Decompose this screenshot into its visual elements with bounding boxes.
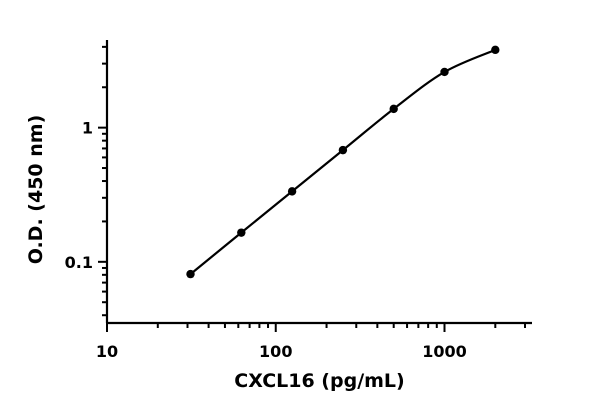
- data-point: [440, 67, 449, 77]
- x-tick-label: 10: [96, 342, 118, 361]
- data-points: [186, 45, 500, 279]
- y-axis-title: O.D. (450 nm): [25, 115, 47, 265]
- data-point: [186, 269, 195, 279]
- data-point: [287, 187, 297, 196]
- x-axis-ticks: 10 100 1000: [96, 323, 527, 361]
- data-point: [389, 104, 398, 114]
- data-point: [237, 228, 246, 237]
- data-point: [338, 145, 348, 155]
- plot-area: [186, 45, 500, 279]
- x-axis-title: CXCL16 (pg/mL): [234, 370, 404, 392]
- fit-curve: [189, 48, 496, 275]
- axes: [105, 40, 532, 325]
- x-tick-label: 100: [259, 342, 292, 361]
- y-tick-label: 1: [82, 119, 93, 138]
- x-tick-label: 1000: [422, 342, 467, 361]
- y-axis-ticks: 0.11: [65, 45, 107, 317]
- y-tick-label: 0.1: [65, 253, 93, 272]
- data-point: [491, 45, 500, 55]
